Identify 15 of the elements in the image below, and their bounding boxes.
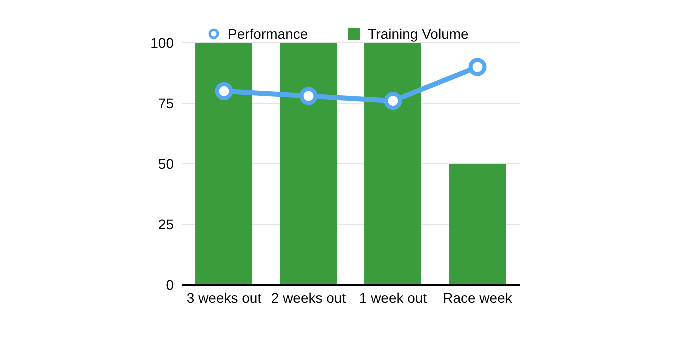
y-tick-label: 0	[166, 276, 174, 293]
x-tick-label: 1 week out	[359, 290, 428, 306]
point	[215, 82, 234, 100]
y-tick-label: 100	[150, 34, 174, 51]
y-tick-label: 75	[158, 95, 174, 112]
point	[384, 92, 402, 110]
x-tick-label: 2 weeks out	[271, 290, 346, 306]
y-tick-label: 50	[158, 156, 174, 172]
y-tick-label: 25	[158, 216, 174, 232]
x-tick-label: Race week	[443, 290, 514, 306]
legend-label: Training Volume	[368, 26, 469, 42]
point	[468, 58, 487, 76]
x-tick-label: 3 weeks out	[186, 290, 262, 306]
legend-label: Performance	[228, 26, 308, 42]
point	[300, 87, 318, 106]
